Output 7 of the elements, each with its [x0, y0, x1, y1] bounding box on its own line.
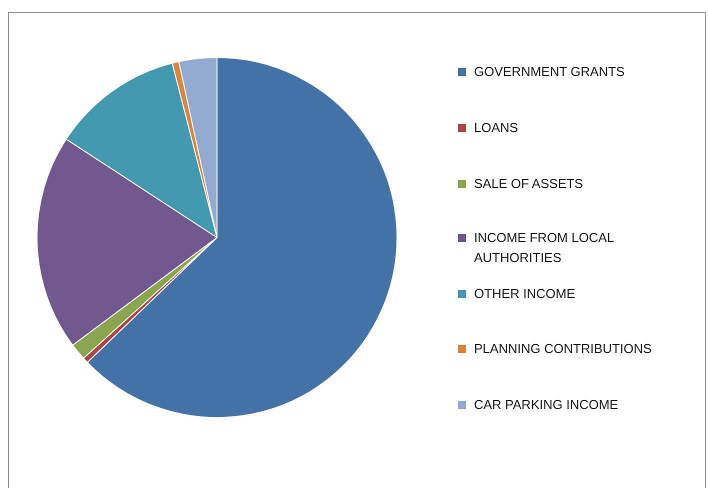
- legend-label: SALE OF ASSETS: [474, 175, 584, 193]
- legend-label: OTHER INCOME: [474, 285, 576, 303]
- legend-label: LOANS: [474, 119, 520, 137]
- legend-label: GOVERNMENT GRANTS: [474, 63, 626, 81]
- legend-label: CAR PARKING INCOME: [474, 396, 620, 414]
- legend-label: PLANNING CONTRIBUTIONS: [474, 340, 653, 358]
- legend-label: INCOME FROM LOCAL AUTHORITIES: [474, 229, 615, 267]
